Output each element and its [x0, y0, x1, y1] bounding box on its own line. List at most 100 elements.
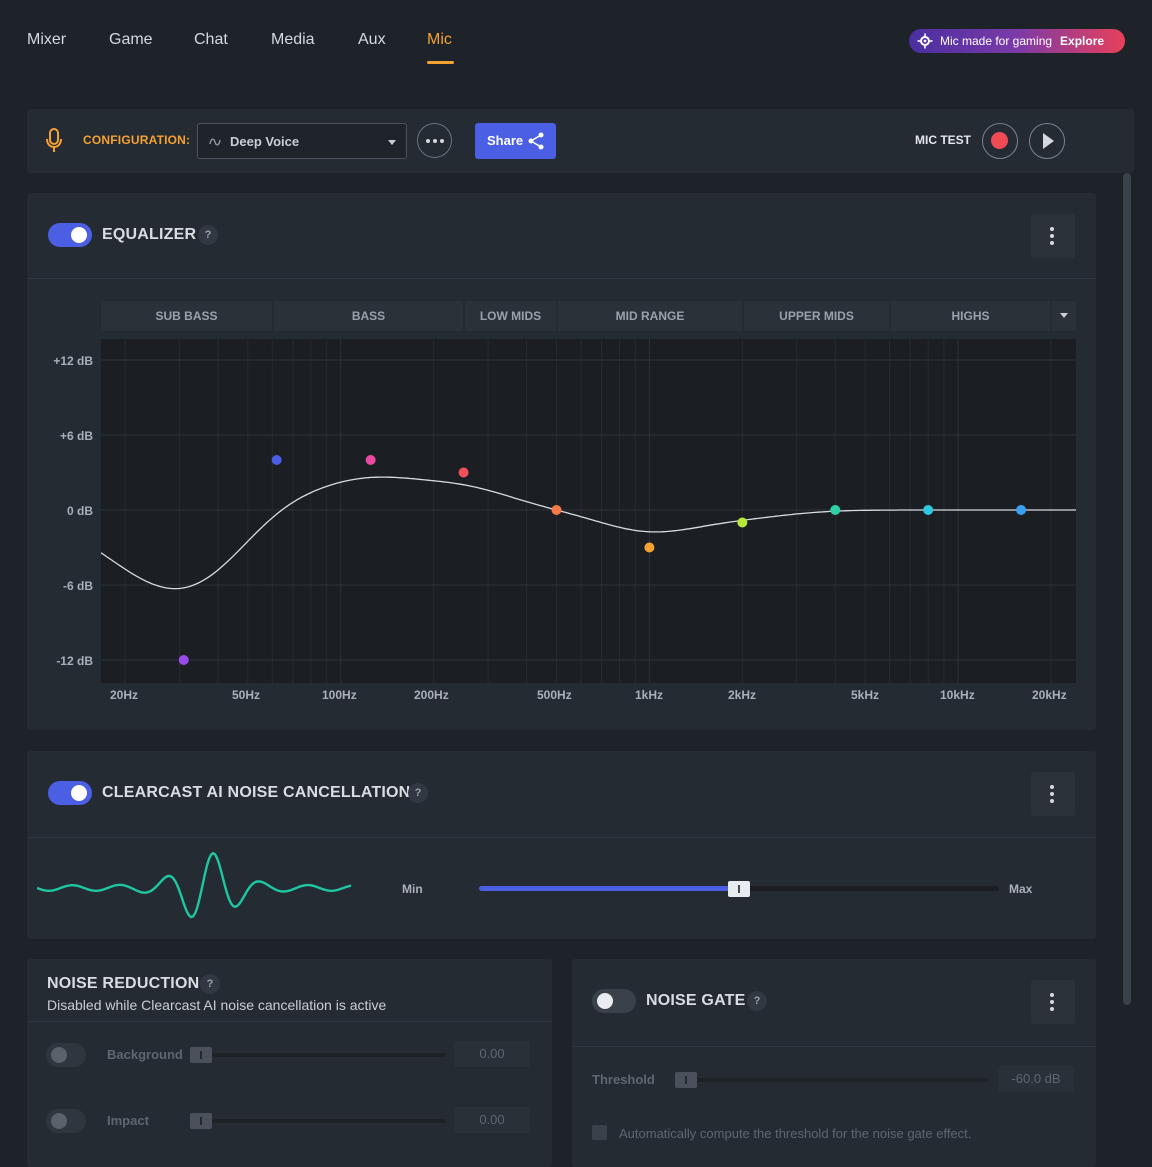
bands-dropdown-button[interactable]: [1052, 301, 1076, 331]
db-label: 0 dB: [66, 504, 93, 518]
noise-gate-title: NOISE GATE: [646, 992, 746, 1009]
clearcast-slider-thumb[interactable]: [728, 881, 750, 897]
configuration-value: Deep Voice: [230, 134, 300, 149]
equalizer-help-icon[interactable]: ?: [198, 225, 218, 245]
toggle-knob: [71, 785, 87, 801]
toggle-knob: [597, 993, 613, 1009]
clearcast-menu-button[interactable]: [1031, 772, 1075, 816]
db-label: -6 dB: [63, 579, 93, 593]
impact-label: Impact: [107, 1113, 149, 1128]
hz-label: 500Hz: [537, 688, 572, 702]
equalizer-menu-button[interactable]: [1031, 214, 1075, 258]
clearcast-max-label: Max: [1009, 882, 1033, 896]
eq-point-3[interactable]: [365, 455, 376, 465]
top-nav: Mixer Game Chat Media Aux Mic Mic made f…: [0, 0, 1152, 90]
equalizer-title: EQUALIZER: [102, 226, 197, 243]
impact-value: 0.00: [454, 1107, 530, 1133]
scrollbar-thumb[interactable]: [1123, 173, 1131, 1005]
dot: [1050, 993, 1054, 997]
play-icon: [1043, 133, 1054, 149]
play-button[interactable]: [1029, 123, 1065, 159]
auto-threshold-label: Automatically compute the threshold for …: [619, 1126, 972, 1141]
band-bass[interactable]: BASS: [274, 301, 463, 331]
hz-label: 50Hz: [232, 688, 261, 702]
share-button[interactable]: Share: [475, 123, 556, 159]
record-button[interactable]: [982, 123, 1018, 159]
band-mid-range[interactable]: MID RANGE: [558, 301, 742, 331]
clearcast-toggle[interactable]: [48, 781, 92, 805]
auto-threshold-checkbox: [592, 1125, 607, 1140]
background-value: 0.00: [454, 1041, 530, 1067]
share-icon: [528, 132, 544, 150]
scrollbar[interactable]: [1121, 173, 1133, 1167]
promo-banner[interactable]: Mic made for gaming Explore: [909, 29, 1125, 53]
more-options-button[interactable]: [417, 123, 452, 158]
noise-reduction-help-icon[interactable]: ?: [200, 974, 220, 994]
toggle-knob: [51, 1113, 67, 1129]
hz-label: 100Hz: [322, 688, 357, 702]
divider: [572, 1046, 1096, 1047]
configuration-dropdown[interactable]: Deep Voice: [197, 123, 407, 159]
eq-point-9[interactable]: [923, 505, 934, 515]
threshold-slider: [675, 1078, 989, 1082]
threshold-value: -60.0 dB: [998, 1066, 1074, 1092]
hz-label: 2kHz: [728, 688, 757, 702]
dot: [1050, 1007, 1054, 1011]
hz-label: 5kHz: [851, 688, 880, 702]
eq-point-8[interactable]: [830, 505, 841, 515]
noise-gate-menu-button[interactable]: [1031, 980, 1075, 1024]
noise-gate-toggle[interactable]: [592, 989, 636, 1013]
hz-label: 20kHz: [1032, 688, 1067, 702]
tab-mic[interactable]: Mic: [427, 31, 452, 48]
eq-point-2[interactable]: [271, 455, 282, 465]
dot: [1050, 234, 1054, 238]
explore-link[interactable]: Explore: [1060, 34, 1105, 48]
eq-point-1[interactable]: [178, 655, 189, 665]
clearcast-min-label: Min: [402, 882, 423, 896]
eq-curve: [101, 476, 1076, 590]
dot: [1050, 792, 1054, 796]
tab-game[interactable]: Game: [109, 31, 153, 48]
dot: [1050, 227, 1054, 231]
tab-mixer[interactable]: Mixer: [27, 31, 67, 48]
configuration-bar: CONFIGURATION: Deep Voice Share MIC TEST: [27, 109, 1134, 173]
equalizer-toggle[interactable]: [48, 223, 92, 247]
eq-point-10[interactable]: [1016, 505, 1027, 515]
divider: [27, 1021, 552, 1022]
impact-slider-thumb: [190, 1113, 212, 1129]
noise-gate-help-icon[interactable]: ?: [747, 991, 767, 1011]
clearcast-help-icon[interactable]: ?: [408, 783, 428, 803]
db-label: +12 dB: [53, 354, 93, 368]
toggle-knob: [71, 227, 87, 243]
impact-slider: [190, 1119, 446, 1123]
band-low-mids[interactable]: LOW MIDS: [465, 301, 556, 331]
toggle-knob: [51, 1047, 67, 1063]
promo-text: Mic made for gaming: [940, 34, 1053, 48]
eq-point-6[interactable]: [644, 542, 655, 553]
hz-label: 10kHz: [940, 688, 975, 702]
band-highs[interactable]: HIGHS: [891, 301, 1050, 331]
clearcast-slider-fill: [479, 886, 739, 891]
tab-aux[interactable]: Aux: [358, 31, 386, 48]
divider: [27, 837, 1096, 838]
background-slider: [190, 1053, 446, 1057]
clearcast-panel: [27, 751, 1096, 939]
eq-point-5[interactable]: [551, 505, 562, 515]
band-sub-bass[interactable]: SUB BASS: [101, 301, 272, 331]
equalizer-graph[interactable]: [101, 339, 1076, 683]
hz-label: 1kHz: [635, 688, 664, 702]
dot: [1050, 785, 1054, 789]
noise-reduction-subtitle: Disabled while Clearcast AI noise cancel…: [47, 997, 387, 1013]
eq-point-7[interactable]: [737, 517, 748, 528]
background-label: Background: [107, 1047, 183, 1062]
tab-media[interactable]: Media: [271, 31, 315, 48]
preset-wave-icon: [209, 138, 221, 146]
eq-point-4[interactable]: [458, 467, 469, 478]
tab-chat[interactable]: Chat: [194, 31, 228, 48]
share-label: Share: [487, 133, 524, 148]
background-toggle: [46, 1043, 86, 1067]
dot: [425, 138, 430, 143]
dot: [1050, 241, 1054, 245]
voice-waveform-icon: [37, 851, 352, 919]
band-upper-mids[interactable]: UPPER MIDS: [744, 301, 889, 331]
